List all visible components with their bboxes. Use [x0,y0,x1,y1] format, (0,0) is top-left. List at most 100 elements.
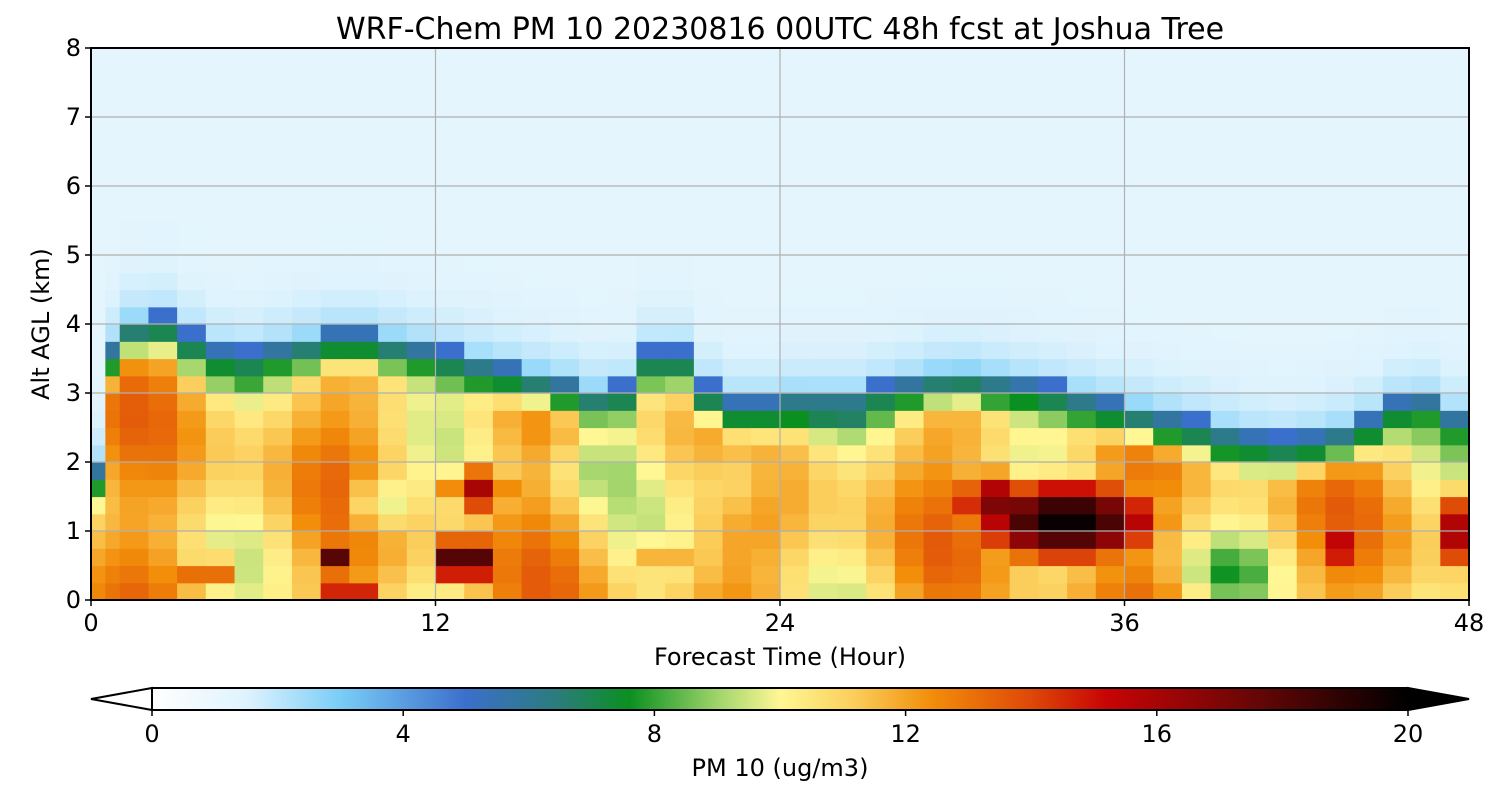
pm10-cell [1440,220,1469,256]
pm10-cell [980,531,1011,549]
pm10-cell [148,151,178,187]
pm10-cell [105,496,121,515]
pm10-cell [1210,496,1240,515]
pm10-cell [866,82,896,118]
pm10-cell [406,48,437,84]
pm10-cell [1009,255,1039,273]
pm10-cell [320,427,350,446]
chart-title: WRF-Chem PM 10 20230816 00UTC 48h fcst a… [336,12,1224,47]
pm10-cell [894,289,925,308]
pm10-cell [521,462,551,480]
pm10-cell [1181,582,1212,600]
colorbar-gradient [151,687,1409,711]
pm10-cell [1239,358,1269,377]
pm10-cell [91,151,106,187]
pm10-cell [780,358,810,377]
pm10-cell [1153,531,1183,549]
pm10-cell [291,427,322,446]
pm10-cell [349,565,379,584]
pm10-cell [1411,220,1441,256]
pm10-cell [1181,479,1212,498]
pm10-cell [579,220,609,256]
pm10-cell [1296,82,1327,118]
pm10-cell [406,358,437,377]
pm10-cell [1067,341,1097,360]
pm10-cell [1181,82,1212,118]
pm10-cell [205,393,236,411]
pm10-cell [693,117,724,153]
pm10-cell [693,289,724,308]
pm10-cell [665,410,695,429]
pm10-cell [693,375,724,394]
pm10-cell [1124,358,1154,377]
pm10-cell [693,220,724,256]
pm10-cell [91,410,106,429]
pm10-cell [263,151,293,187]
pm10-cell [521,255,551,273]
pm10-cell [579,306,609,325]
pm10-cell [636,186,666,222]
pm10-cell [1325,531,1355,549]
pm10-cell [1210,341,1240,360]
pm10-cell [378,462,408,480]
pm10-cell [435,324,465,342]
pm10-cell [952,289,982,308]
pm10-cell [1296,548,1327,567]
pm10-cell [234,513,264,532]
pm10-cell [148,117,178,153]
pm10-cell [923,479,953,498]
pm10-cell [378,565,408,584]
pm10-cell [550,462,580,480]
pm10-cell [952,410,982,429]
pm10-cell [1382,444,1413,463]
pm10-cell [607,427,638,446]
pm10-cell [320,255,350,273]
pm10-cell [406,565,437,584]
pm10-cell [1325,410,1355,429]
pm10-cell [1325,444,1355,463]
pm10-cell [665,565,695,584]
pm10-cell [1382,479,1413,498]
pm10-cell [722,427,752,446]
pm10-cell [866,358,896,377]
pm10-cell [148,393,178,411]
pm10-cell [550,479,580,498]
pm10-cell [119,341,150,360]
pm10-cell [751,548,781,567]
pm10-cell [980,548,1011,567]
pm10-cell [1038,531,1068,549]
pm10-cell [722,151,752,187]
pm10-cell [808,272,839,291]
pm10-cell [1009,582,1039,600]
pm10-cell [693,255,724,273]
pm10-cell [119,531,150,549]
pm10-cell [665,341,695,360]
pm10-cell [378,393,408,411]
pm10-cell [1095,393,1126,411]
pm10-cell [291,289,322,308]
pm10-cell [349,496,379,515]
pm10-cell [177,255,207,273]
pm10-cell [722,531,752,549]
pm10-cell [693,48,724,84]
pm10-cell [91,582,106,600]
pm10-cell [1095,289,1126,308]
pm10-cell [1325,548,1355,567]
pm10-cell [693,582,724,600]
pm10-cell [464,117,494,153]
pm10-cell [1354,375,1384,394]
pm10-cell [1268,496,1298,515]
colorbar-min-extension [90,686,153,712]
pm10-cell [1268,272,1298,291]
pm10-cell [1411,306,1441,325]
pm10-cell [1239,513,1269,532]
pm10-cell [1210,375,1240,394]
pm10-cell [263,272,293,291]
pm10-cell [205,410,236,429]
pm10-cell [579,151,609,187]
pm10-cell [1296,496,1327,515]
pm10-cell [105,375,121,394]
pm10-cell [1124,444,1154,463]
pm10-cell [722,479,752,498]
pm10-cell [119,220,150,256]
